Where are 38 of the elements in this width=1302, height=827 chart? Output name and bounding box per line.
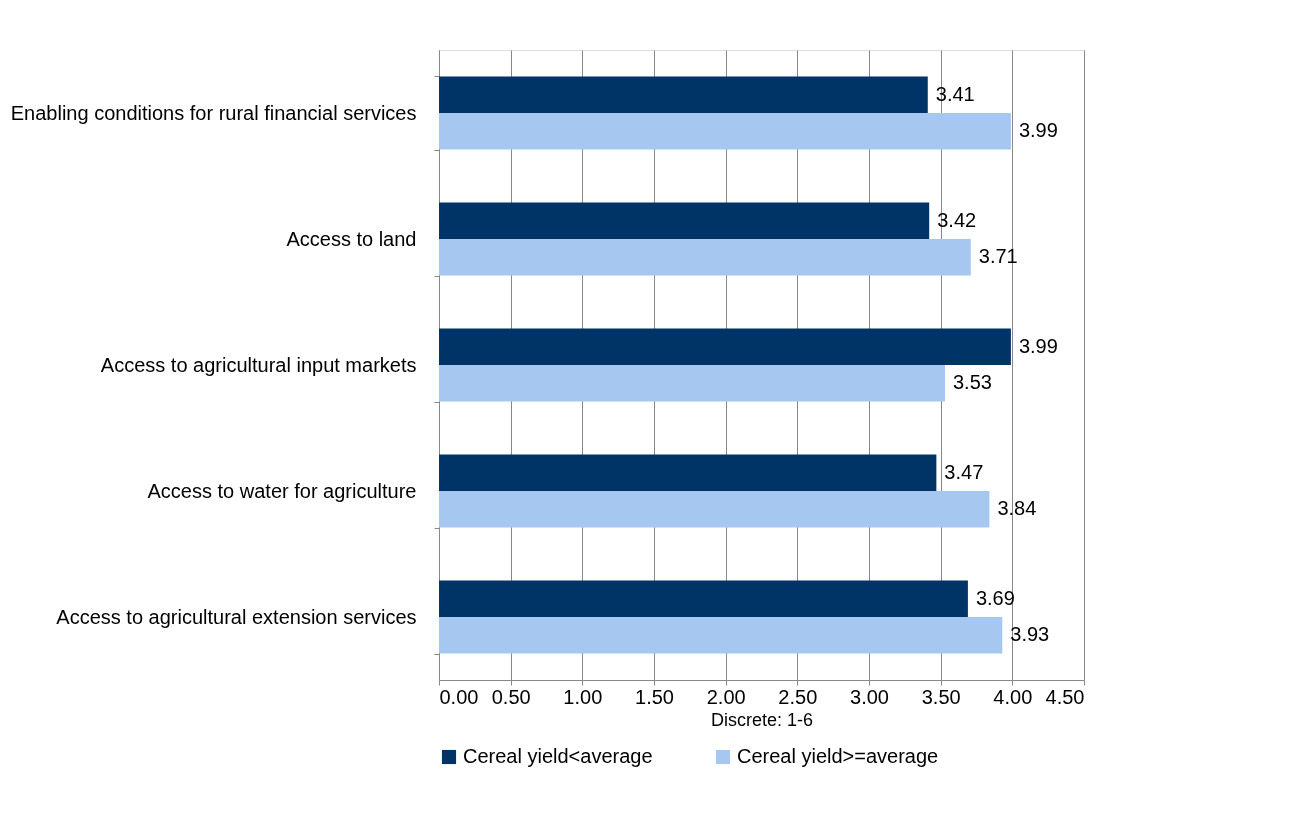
- x-tick-label: 2.50: [778, 685, 818, 708]
- bar: [439, 113, 1011, 150]
- bar: [439, 328, 1011, 365]
- x-axis-title: Discrete: 1-6: [710, 709, 814, 730]
- data-label: 3.99: [1018, 119, 1058, 142]
- y-tick-label: Enabling conditions for rural financial services: [10, 101, 417, 124]
- data-label: 3.69: [975, 586, 1015, 609]
- x-tick-label: 3.00: [850, 685, 889, 708]
- legend-label: Cereal yield<average: [463, 745, 653, 767]
- bar: [439, 76, 928, 113]
- legend-label: Cereal yield>=average: [737, 745, 939, 767]
- x-tick-label: 0.50: [491, 685, 531, 708]
- data-label: 3.84: [997, 497, 1037, 520]
- x-tick-label: 0.00: [439, 685, 479, 708]
- bar: [439, 365, 945, 402]
- data-label: 3.99: [1018, 334, 1058, 357]
- x-tick-label: 3.50: [921, 685, 961, 708]
- bar: [439, 202, 930, 239]
- bar: [439, 454, 937, 491]
- bar: [439, 239, 971, 276]
- x-tick-label: 2.00: [706, 685, 746, 708]
- y-tick-label: Access to agricultural extension services: [56, 605, 417, 628]
- data-label: 3.41: [935, 82, 975, 105]
- x-tick-label: 4.00: [993, 685, 1033, 708]
- bar: [439, 491, 990, 528]
- x-tick-label: 4.50: [1045, 685, 1085, 708]
- x-tick-label: 1.50: [635, 685, 674, 708]
- y-tick-label: Access to land: [286, 227, 417, 250]
- data-label: 3.71: [978, 245, 1018, 268]
- y-tick-label: Access to agricultural input markets: [100, 353, 417, 376]
- x-tick-label: 1.00: [563, 685, 603, 708]
- data-label: 3.42: [937, 208, 977, 231]
- bar: [439, 617, 1003, 654]
- data-label: 3.93: [1010, 623, 1050, 646]
- y-tick-label: Access to water for agriculture: [147, 479, 417, 502]
- data-label: 3.47: [944, 460, 984, 483]
- bar: [439, 580, 968, 617]
- data-label: 3.53: [952, 371, 992, 394]
